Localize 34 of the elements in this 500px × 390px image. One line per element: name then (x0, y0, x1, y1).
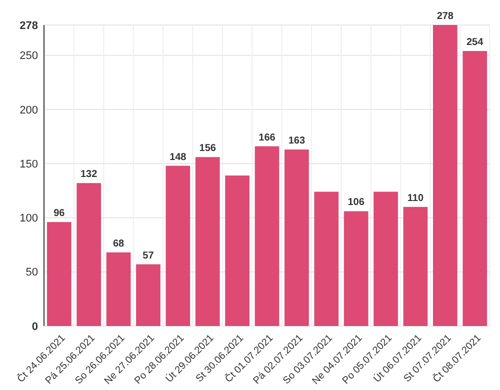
bar (106, 252, 131, 326)
bar (403, 206, 428, 326)
data-label: 156 (199, 143, 216, 154)
bar (462, 50, 488, 326)
data-label: 278 (436, 11, 454, 22)
bar (166, 166, 190, 326)
bar (432, 25, 458, 326)
data-label: 163 (288, 136, 306, 147)
data-label: 110 (407, 192, 424, 204)
bar (46, 222, 72, 326)
y-tick-label: 0 (32, 320, 38, 333)
data-label: 148 (170, 152, 187, 163)
bar (76, 183, 102, 326)
y-tick-label: 250 (20, 50, 38, 62)
y-tick-label: 150 (20, 158, 38, 170)
bar (284, 150, 309, 326)
data-label: 132 (80, 169, 98, 180)
data-label: 106 (348, 197, 365, 208)
bar (254, 146, 280, 326)
bar (314, 192, 339, 326)
bar (344, 211, 368, 326)
data-label: 254 (466, 36, 484, 48)
bar (136, 264, 160, 326)
data-label: 57 (142, 250, 154, 262)
bar (195, 157, 220, 326)
y-tick-label: 50 (26, 266, 38, 279)
data-label: 68 (112, 238, 125, 250)
y-tick-label: 100 (20, 212, 38, 225)
data-label: 96 (54, 208, 66, 220)
y-tick-label: 200 (20, 104, 38, 116)
data-label: 166 (258, 132, 276, 144)
y-tick-label: 278 (20, 20, 38, 32)
bar (374, 192, 398, 326)
bar (225, 176, 250, 326)
